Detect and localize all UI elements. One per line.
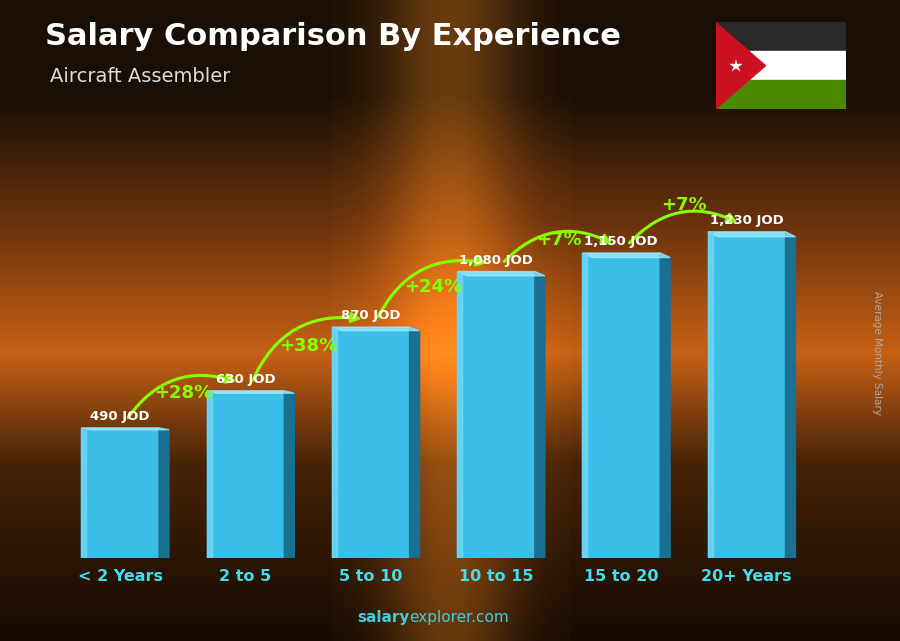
Text: Average Monthly Salary: Average Monthly Salary bbox=[872, 290, 883, 415]
Text: +38%: +38% bbox=[279, 337, 338, 354]
Bar bbox=[716, 51, 846, 80]
Polygon shape bbox=[332, 327, 410, 558]
FancyArrowPatch shape bbox=[253, 313, 358, 380]
Text: 1,080 JOD: 1,080 JOD bbox=[459, 254, 533, 267]
Polygon shape bbox=[332, 327, 337, 558]
Polygon shape bbox=[207, 391, 211, 558]
Text: 490 JOD: 490 JOD bbox=[90, 410, 150, 423]
Polygon shape bbox=[707, 232, 786, 558]
Text: +7%: +7% bbox=[536, 231, 581, 249]
Text: explorer.com: explorer.com bbox=[410, 610, 509, 625]
Text: +24%: +24% bbox=[404, 278, 463, 296]
Polygon shape bbox=[284, 391, 294, 558]
Polygon shape bbox=[582, 253, 670, 258]
Polygon shape bbox=[582, 253, 660, 558]
Polygon shape bbox=[81, 428, 169, 430]
Text: 870 JOD: 870 JOD bbox=[341, 310, 400, 322]
FancyArrowPatch shape bbox=[629, 211, 734, 243]
Polygon shape bbox=[535, 272, 544, 558]
Polygon shape bbox=[707, 232, 796, 237]
Polygon shape bbox=[707, 232, 713, 558]
Text: Salary Comparison By Experience: Salary Comparison By Experience bbox=[45, 22, 621, 51]
Bar bbox=[716, 80, 846, 109]
Polygon shape bbox=[660, 253, 670, 558]
Text: Aircraft Assembler: Aircraft Assembler bbox=[50, 67, 230, 87]
Text: 630 JOD: 630 JOD bbox=[216, 373, 275, 386]
Bar bbox=[716, 22, 846, 51]
Text: 1,230 JOD: 1,230 JOD bbox=[710, 214, 783, 227]
FancyArrowPatch shape bbox=[378, 257, 483, 317]
Text: salary: salary bbox=[357, 610, 410, 625]
Text: +28%: +28% bbox=[154, 385, 211, 403]
Polygon shape bbox=[716, 22, 766, 109]
Polygon shape bbox=[786, 232, 796, 558]
FancyArrowPatch shape bbox=[128, 375, 233, 418]
Text: +7%: +7% bbox=[662, 196, 706, 214]
Polygon shape bbox=[410, 327, 419, 558]
Polygon shape bbox=[582, 253, 588, 558]
Polygon shape bbox=[81, 428, 159, 558]
Polygon shape bbox=[207, 391, 294, 394]
Polygon shape bbox=[81, 428, 86, 558]
Polygon shape bbox=[457, 272, 544, 276]
Text: 1,150 JOD: 1,150 JOD bbox=[584, 235, 658, 248]
FancyArrowPatch shape bbox=[504, 231, 609, 262]
Polygon shape bbox=[457, 272, 463, 558]
Polygon shape bbox=[332, 327, 419, 331]
Polygon shape bbox=[207, 391, 284, 558]
Polygon shape bbox=[159, 428, 169, 558]
Polygon shape bbox=[457, 272, 535, 558]
